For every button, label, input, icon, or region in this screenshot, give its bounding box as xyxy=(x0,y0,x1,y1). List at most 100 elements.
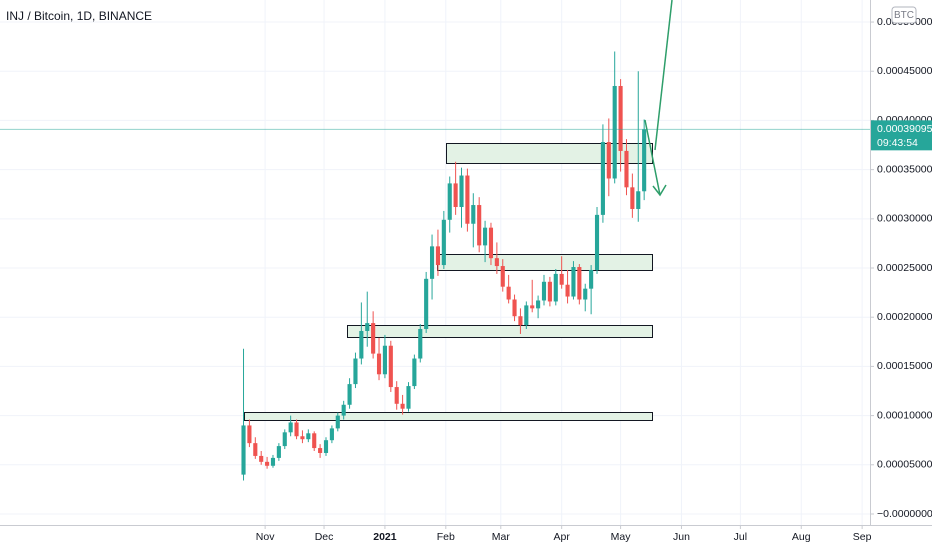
candle-body xyxy=(500,266,505,287)
candle-body xyxy=(371,323,376,354)
candle-body xyxy=(553,273,558,302)
y-tick-label: 0.00025000 xyxy=(877,262,932,274)
candle-body xyxy=(418,329,423,359)
candle-body xyxy=(294,422,299,437)
candle-body xyxy=(642,129,647,192)
x-tick-label: Jun xyxy=(673,531,690,543)
candle-body xyxy=(376,353,382,375)
candle-body xyxy=(453,183,458,208)
candle-body xyxy=(406,386,411,409)
candles xyxy=(0,51,870,481)
candle-body xyxy=(524,305,529,326)
x-tick-label: Dec xyxy=(315,531,334,543)
currency-badge-box xyxy=(891,6,917,24)
candle-body xyxy=(636,191,641,209)
last-price-box xyxy=(871,120,932,151)
x-tick-label: Mar xyxy=(492,531,511,543)
candle-body xyxy=(394,387,399,404)
candle-body xyxy=(388,345,393,388)
candle-body xyxy=(600,142,605,215)
candle-body xyxy=(612,85,617,179)
candle-body xyxy=(341,404,346,416)
candle-body xyxy=(247,425,252,444)
y-tick-label: 0.00020000 xyxy=(877,311,932,323)
candle-body xyxy=(630,187,635,209)
candle-body xyxy=(306,433,311,440)
candle-body xyxy=(571,267,576,297)
candle-body xyxy=(400,403,405,409)
candle-body xyxy=(365,323,370,331)
countdown: 09:43:54 xyxy=(877,137,918,149)
last-price-label: 0.00039095 xyxy=(877,123,932,135)
x-tick-label: Jul xyxy=(734,531,747,543)
y-tick-label: 0.00045000 xyxy=(877,65,932,77)
candle-body xyxy=(282,432,287,447)
candle-body xyxy=(441,219,446,266)
candle-body xyxy=(335,415,340,429)
candle-body xyxy=(241,425,246,475)
candle-body xyxy=(589,269,594,289)
candle-body xyxy=(494,258,499,267)
candle-body xyxy=(253,443,258,456)
candle-body xyxy=(518,316,523,326)
zone xyxy=(347,325,653,338)
candle-body xyxy=(488,227,494,259)
chart-title: INJ / Bitcoin, 1D, BINANCE xyxy=(6,9,152,23)
candle-body xyxy=(270,457,276,466)
arrow-head xyxy=(652,184,667,197)
candle-body xyxy=(471,205,476,224)
candle-body xyxy=(541,281,547,301)
candle-body xyxy=(288,422,293,433)
candle-body xyxy=(506,286,511,300)
candle-body xyxy=(547,281,552,302)
candle-body xyxy=(382,345,387,375)
candle-body xyxy=(583,288,588,300)
x-tick-label: 2021 xyxy=(373,531,397,543)
grid-layer xyxy=(0,0,870,525)
candle-body xyxy=(424,278,429,330)
candle-body xyxy=(465,175,470,224)
candle-body xyxy=(618,85,623,151)
arrows xyxy=(644,0,673,197)
y-tick-label: 0.00015000 xyxy=(877,360,932,372)
y-tick-label: 0.00005000 xyxy=(877,459,932,471)
candle-body xyxy=(483,227,488,246)
x-tick-label: Feb xyxy=(437,531,455,543)
candle-body xyxy=(429,246,435,279)
x-tick-label: Nov xyxy=(256,531,275,543)
candle-body xyxy=(259,455,264,462)
x-tick-label: Sep xyxy=(853,531,872,543)
currency-badge: BTC xyxy=(894,10,914,21)
candle-body xyxy=(276,446,281,458)
candle-body xyxy=(477,205,482,246)
candle-body xyxy=(359,330,364,359)
x-tick-label: Apr xyxy=(553,531,570,543)
zone xyxy=(437,254,653,271)
candle-body xyxy=(624,150,629,188)
candle-body xyxy=(353,358,358,385)
candle-body xyxy=(594,214,600,270)
y-tick-label: 0.00030000 xyxy=(877,213,932,225)
y-tick-label: 0.00035000 xyxy=(877,163,932,175)
candle-body xyxy=(577,267,582,300)
candle-body xyxy=(347,384,352,405)
candle-body xyxy=(412,358,417,387)
candle-body xyxy=(300,436,305,440)
candle-body xyxy=(318,448,323,453)
candle-body xyxy=(512,299,517,317)
candle-body xyxy=(447,183,452,220)
candle-body xyxy=(536,300,541,309)
y-tick-label: 0.00010000 xyxy=(877,409,932,421)
candle-body xyxy=(323,440,329,453)
candle-body xyxy=(606,142,611,179)
candle-body xyxy=(565,284,570,297)
candle-body xyxy=(559,273,564,285)
arrow-up xyxy=(654,0,673,151)
candle-body xyxy=(329,428,334,441)
candle-body xyxy=(459,175,464,208)
candle-body xyxy=(265,461,270,466)
candle-body xyxy=(530,305,535,309)
